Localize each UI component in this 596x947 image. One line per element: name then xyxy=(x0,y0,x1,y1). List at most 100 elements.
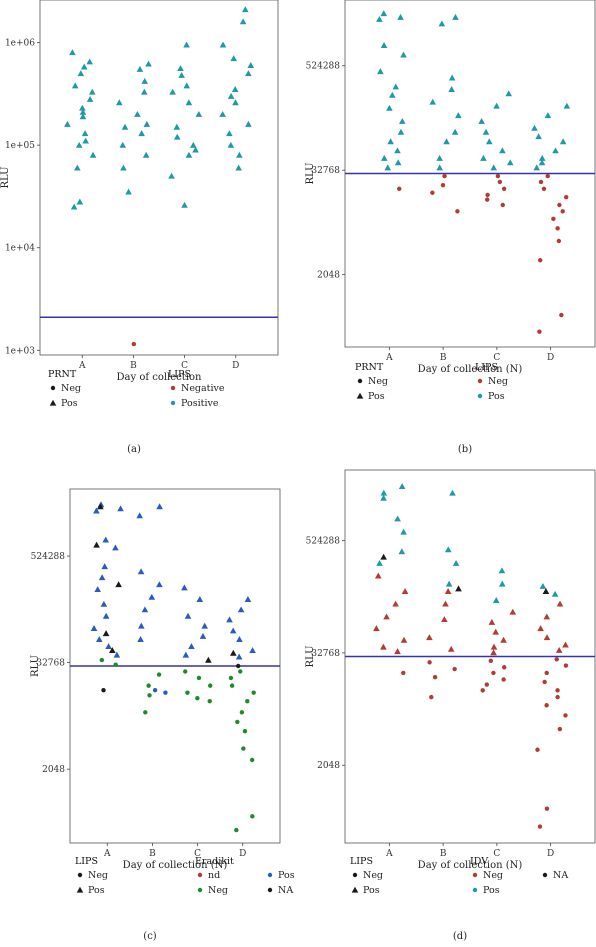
data-point xyxy=(205,656,212,663)
data-point xyxy=(219,110,226,117)
data-point xyxy=(429,694,434,700)
data-point xyxy=(373,625,380,632)
y-axis-title: RLU xyxy=(30,655,41,677)
data-point xyxy=(230,55,237,62)
x-tick-label: D xyxy=(547,353,554,363)
data-point xyxy=(196,596,204,602)
data-point xyxy=(380,42,388,48)
data-point xyxy=(235,653,243,660)
data-point xyxy=(249,647,256,654)
data-point xyxy=(485,197,490,202)
data-point xyxy=(236,151,243,158)
x-tick-label: C xyxy=(493,849,500,859)
data-point xyxy=(156,672,162,677)
data-point xyxy=(478,117,485,124)
data-point xyxy=(535,133,542,140)
legend-label: Pos xyxy=(61,398,78,409)
data-point xyxy=(485,192,490,198)
data-point xyxy=(185,151,193,158)
data-point xyxy=(394,147,401,154)
legend-label: Pos xyxy=(88,885,105,896)
data-point xyxy=(70,203,78,210)
data-point xyxy=(94,586,101,593)
legend-label: NA xyxy=(278,885,293,896)
data-point xyxy=(102,630,110,637)
panel-label: (c) xyxy=(143,931,157,942)
legend-marker xyxy=(472,872,478,878)
data-point xyxy=(551,216,556,222)
data-point xyxy=(541,186,547,191)
data-point xyxy=(455,585,462,592)
data-point xyxy=(400,636,408,643)
legend-marker xyxy=(356,392,364,399)
data-point xyxy=(492,597,500,603)
data-point xyxy=(227,141,235,148)
data-point xyxy=(115,99,123,106)
data-point xyxy=(559,138,567,145)
data-point xyxy=(208,683,213,688)
data-point xyxy=(451,128,459,135)
panel-a: 1e+03 1e+04 1e+05 1e+06 A B C D Day of collectio… xyxy=(0,0,279,455)
data-point xyxy=(401,588,409,594)
data-point xyxy=(442,600,449,607)
data-point xyxy=(551,590,559,597)
legend-label: Neg xyxy=(363,870,383,881)
legend-marker xyxy=(49,399,57,406)
data-point xyxy=(380,154,388,161)
y-axis-title: RLU xyxy=(305,162,316,184)
data-point xyxy=(482,128,490,135)
data-point xyxy=(232,99,239,106)
data-point xyxy=(238,669,243,674)
data-point xyxy=(229,627,237,634)
data-point xyxy=(380,643,387,650)
data-point xyxy=(137,568,145,575)
panel-b: 2048 32768 524288 A B C D Day of collection (N)… xyxy=(305,0,596,455)
data-point xyxy=(195,110,203,117)
data-point xyxy=(377,68,384,75)
y-axis-title: RLU xyxy=(0,166,11,188)
legend-marker xyxy=(50,385,56,391)
data-point xyxy=(101,687,106,693)
data-point xyxy=(559,312,564,318)
data-point xyxy=(380,10,388,17)
data-point xyxy=(178,71,185,78)
x-axis-title: Day of collection (N) xyxy=(418,364,523,375)
data-point xyxy=(386,104,393,111)
data-point xyxy=(539,582,547,589)
data-point xyxy=(199,632,207,639)
data-point xyxy=(537,625,544,632)
panel-d: 2048 32768 524288 A B C D Day of collection (N)… xyxy=(305,469,596,942)
data-point xyxy=(444,588,452,594)
legend-marker xyxy=(170,385,176,391)
data-point xyxy=(398,483,406,490)
x-tick-label: A xyxy=(103,849,111,859)
legend-label: Positive xyxy=(181,398,219,409)
data-point xyxy=(488,658,494,663)
data-point xyxy=(556,238,562,244)
data-point xyxy=(69,49,76,56)
y-tick-label: 1e+06 xyxy=(5,39,35,49)
data-point xyxy=(190,141,197,148)
legend-label: Pos xyxy=(488,391,505,402)
legend-label: Neg xyxy=(61,383,81,394)
legend-marker xyxy=(477,378,483,384)
legend-marker xyxy=(267,887,273,893)
data-point xyxy=(555,646,563,653)
y-tick-label: 1e+04 xyxy=(5,244,35,254)
data-point xyxy=(501,677,506,682)
legend-marker xyxy=(267,872,273,878)
data-point xyxy=(125,188,132,195)
data-point xyxy=(443,138,450,145)
data-point xyxy=(76,198,84,205)
x-tick-label: A xyxy=(78,361,86,371)
data-point xyxy=(230,649,237,656)
y-tick-label: 2048 xyxy=(317,271,340,281)
data-point xyxy=(498,580,506,587)
x-tick-label: A xyxy=(385,849,393,859)
data-point xyxy=(237,606,245,613)
data-point xyxy=(392,83,400,90)
legend-label: Neg xyxy=(88,870,108,881)
data-point xyxy=(400,528,407,535)
legend-label: Negative xyxy=(181,383,225,394)
data-point xyxy=(156,503,163,510)
